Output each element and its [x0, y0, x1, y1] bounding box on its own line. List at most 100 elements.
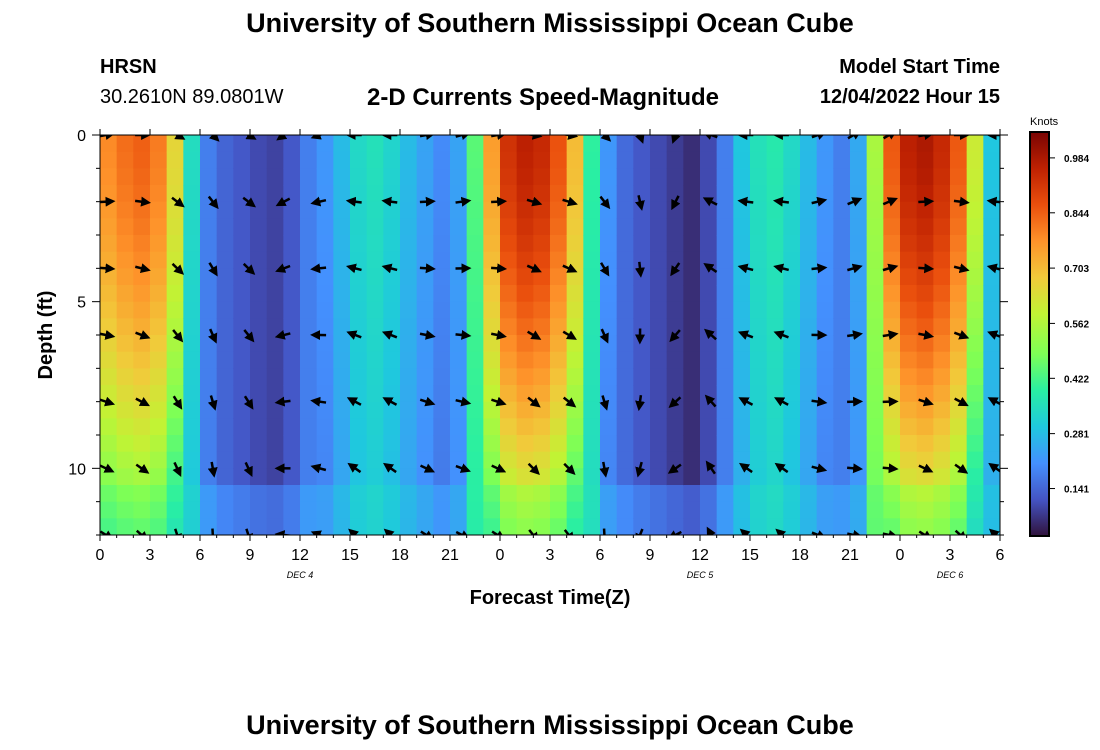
heatmap-cell: [333, 301, 351, 319]
heatmap-cell: [583, 501, 601, 519]
heatmap-cell: [550, 485, 568, 503]
current-vector: [954, 397, 969, 407]
heatmap-cell: [433, 201, 451, 219]
heatmap-cell: [450, 201, 468, 219]
heatmap-cell: [916, 168, 934, 186]
heatmap-cell: [950, 285, 968, 303]
current-vector: [668, 396, 682, 409]
heatmap-cell: [783, 251, 801, 269]
heatmap-cell: [400, 318, 418, 336]
heatmap-cell: [433, 151, 451, 169]
heatmap-cell: [433, 368, 451, 386]
heatmap-cell: [883, 401, 901, 419]
heatmap-cell: [233, 301, 251, 319]
heatmap-cell: [900, 168, 918, 186]
heatmap-cell: [866, 485, 884, 503]
heatmap-cell: [833, 485, 851, 503]
heatmap-cell: [600, 451, 618, 469]
heatmap-cell: [500, 218, 518, 236]
heatmap-cell: [700, 351, 718, 369]
heatmap-cell: [650, 268, 668, 286]
heatmap-cell: [666, 451, 684, 469]
heatmap-cell: [933, 301, 951, 319]
heatmap-cell: [416, 351, 434, 369]
current-vector: [774, 462, 789, 474]
current-vector: [599, 461, 610, 478]
current-vector: [986, 263, 1000, 274]
heatmap-cell: [466, 418, 484, 436]
heatmap-cell: [133, 418, 151, 436]
heatmap-cell: [300, 368, 318, 386]
heatmap-cell: [400, 418, 418, 436]
heatmap-cell: [283, 518, 301, 535]
heatmap-cell: [283, 201, 301, 219]
x-tick-label: 15: [741, 547, 759, 564]
current-vector: [172, 461, 182, 477]
heatmap-cell: [750, 285, 768, 303]
heatmap-cell: [733, 268, 751, 286]
heatmap-cell: [850, 385, 868, 403]
heatmap-cell: [916, 301, 934, 319]
heatmap-cell: [750, 135, 768, 153]
heatmap-cell: [733, 185, 751, 203]
x-tick-label: 9: [246, 547, 255, 564]
heatmap-cell: [250, 301, 268, 319]
heatmap-cell: [333, 235, 351, 253]
heatmap-cell: [683, 351, 701, 369]
heatmap-cell: [150, 368, 168, 386]
heatmap-cell: [350, 168, 368, 186]
heatmap-cell: [983, 218, 1000, 236]
heatmap-cell: [900, 468, 918, 486]
heatmap-cell: [583, 168, 601, 186]
current-vector: [846, 530, 863, 535]
heatmap-cell: [900, 235, 918, 253]
current-vector: [455, 463, 471, 473]
heatmap-cell: [783, 451, 801, 469]
heatmap-cell: [533, 268, 551, 286]
heatmap-cell: [433, 418, 451, 436]
heatmap-cell: [633, 401, 651, 419]
heatmap-cell: [150, 301, 168, 319]
heatmap-cell: [916, 468, 934, 486]
heatmap-cell: [550, 501, 568, 519]
heatmap-cell: [283, 168, 301, 186]
heatmap-cell: [133, 285, 151, 303]
heatmap-cell: [183, 151, 201, 169]
heatmap-cell: [416, 151, 434, 169]
heatmap-cell: [833, 518, 851, 535]
heatmap-cell: [116, 335, 134, 353]
heatmap-cell: [583, 268, 601, 286]
current-vector: [562, 135, 579, 140]
heatmap-cell: [666, 418, 684, 436]
heatmap-cell: [533, 435, 551, 453]
heatmap-cell: [583, 235, 601, 253]
heatmap-cell: [416, 368, 434, 386]
heatmap-cell: [216, 218, 234, 236]
current-vector: [276, 135, 288, 141]
heatmap-cell: [550, 168, 568, 186]
heatmap-cell: [250, 385, 268, 403]
heatmap-cell: [683, 401, 701, 419]
heatmap-cell: [200, 318, 218, 336]
heatmap-cell: [650, 468, 668, 486]
heatmap-cell: [700, 468, 718, 486]
heatmap-cell: [200, 301, 218, 319]
heatmap-cell: [350, 185, 368, 203]
heatmap-cell: [766, 485, 784, 503]
current-vector: [419, 329, 436, 340]
heatmap-cell: [966, 168, 984, 186]
heatmap-cell: [716, 218, 734, 236]
heatmap-cell: [900, 368, 918, 386]
heatmap-cell: [783, 201, 801, 219]
current-vector: [100, 329, 116, 340]
heatmap-cell: [433, 451, 451, 469]
heatmap-cell: [733, 368, 751, 386]
heatmap-cell: [416, 251, 434, 269]
heatmap-cell: [633, 218, 651, 236]
heatmap-cell: [350, 368, 368, 386]
current-vector: [134, 196, 152, 207]
heatmap-cell: [400, 451, 418, 469]
heatmap-cell: [483, 335, 501, 353]
heatmap-cell: [733, 435, 751, 453]
heatmap-cell: [800, 185, 818, 203]
